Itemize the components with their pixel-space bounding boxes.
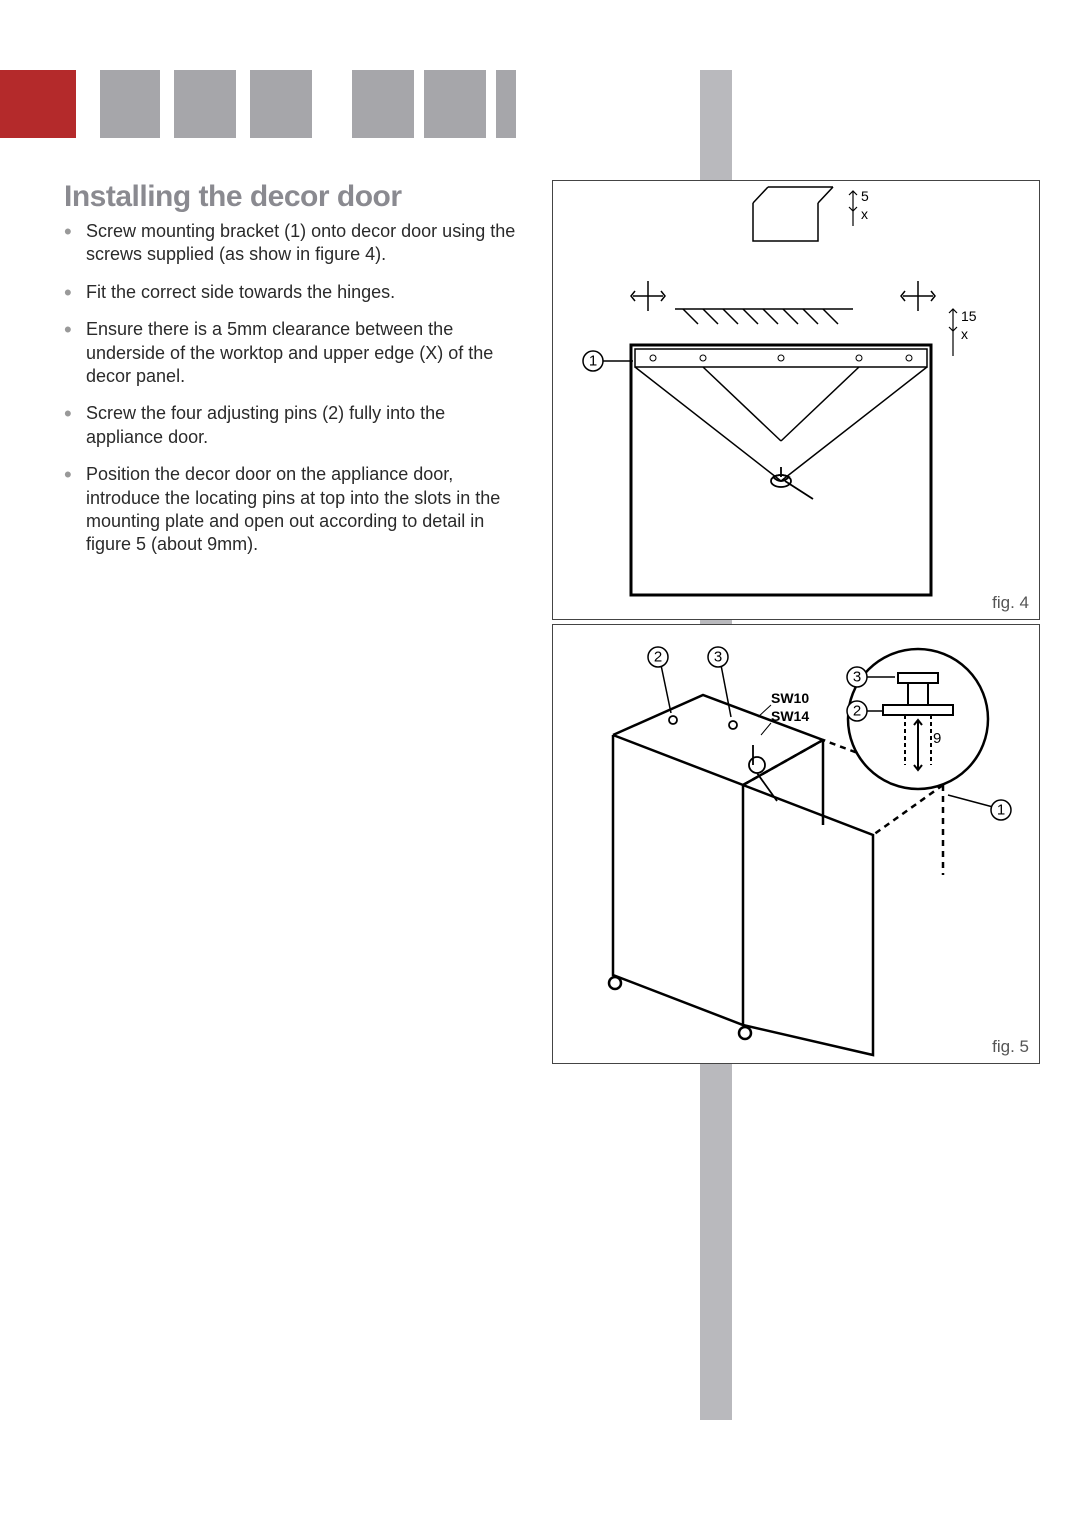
- figure-5-caption: fig. 5: [992, 1037, 1029, 1057]
- header-block: [496, 70, 516, 138]
- page: Installing the decor door Screw mounting…: [0, 0, 1080, 1532]
- dim-side-gap: 15: [961, 308, 977, 324]
- header-block: [424, 70, 486, 138]
- callout-fig5-2: 2: [654, 649, 662, 666]
- dim-top-gap-x: x: [861, 206, 868, 222]
- label-sw14: SW14: [771, 708, 809, 724]
- header-block: [352, 70, 414, 138]
- figure-4: 5 x: [552, 180, 1040, 620]
- instruction-item: Fit the correct side towards the hinges.: [64, 281, 524, 304]
- callout-fig5-3: 3: [714, 649, 722, 666]
- header-block: [0, 70, 76, 138]
- header-block: [250, 70, 312, 138]
- dim-top-gap: 5: [861, 188, 869, 204]
- header-block: [100, 70, 160, 138]
- figure-5-drawing: 2 3 SW10 SW14: [553, 625, 1041, 1065]
- instruction-item: Position the decor door on the appliance…: [64, 463, 524, 557]
- header-block: [174, 70, 236, 138]
- label-sw10: SW10: [771, 690, 809, 706]
- figure-5: 2 3 SW10 SW14: [552, 624, 1040, 1064]
- callout-fig4-1: 1: [589, 353, 597, 370]
- instruction-list: Screw mounting bracket (1) onto decor do…: [64, 220, 524, 571]
- callout-fig5-d2: 2: [853, 703, 861, 720]
- dim-side-gap-x: x: [961, 326, 968, 342]
- figure-column: 5 x: [552, 180, 1040, 1068]
- figure-4-drawing: 5 x: [553, 181, 1041, 621]
- label-nine: 9: [933, 730, 941, 747]
- callout-fig5-1: 1: [997, 802, 1005, 819]
- callout-fig5-d3: 3: [853, 669, 861, 686]
- instruction-item: Ensure there is a 5mm clearance between …: [64, 318, 524, 388]
- instruction-item: Screw mounting bracket (1) onto decor do…: [64, 220, 524, 267]
- figure-4-caption: fig. 4: [992, 593, 1029, 613]
- page-title: Installing the decor door: [64, 180, 402, 214]
- instruction-item: Screw the four adjusting pins (2) fully …: [64, 402, 524, 449]
